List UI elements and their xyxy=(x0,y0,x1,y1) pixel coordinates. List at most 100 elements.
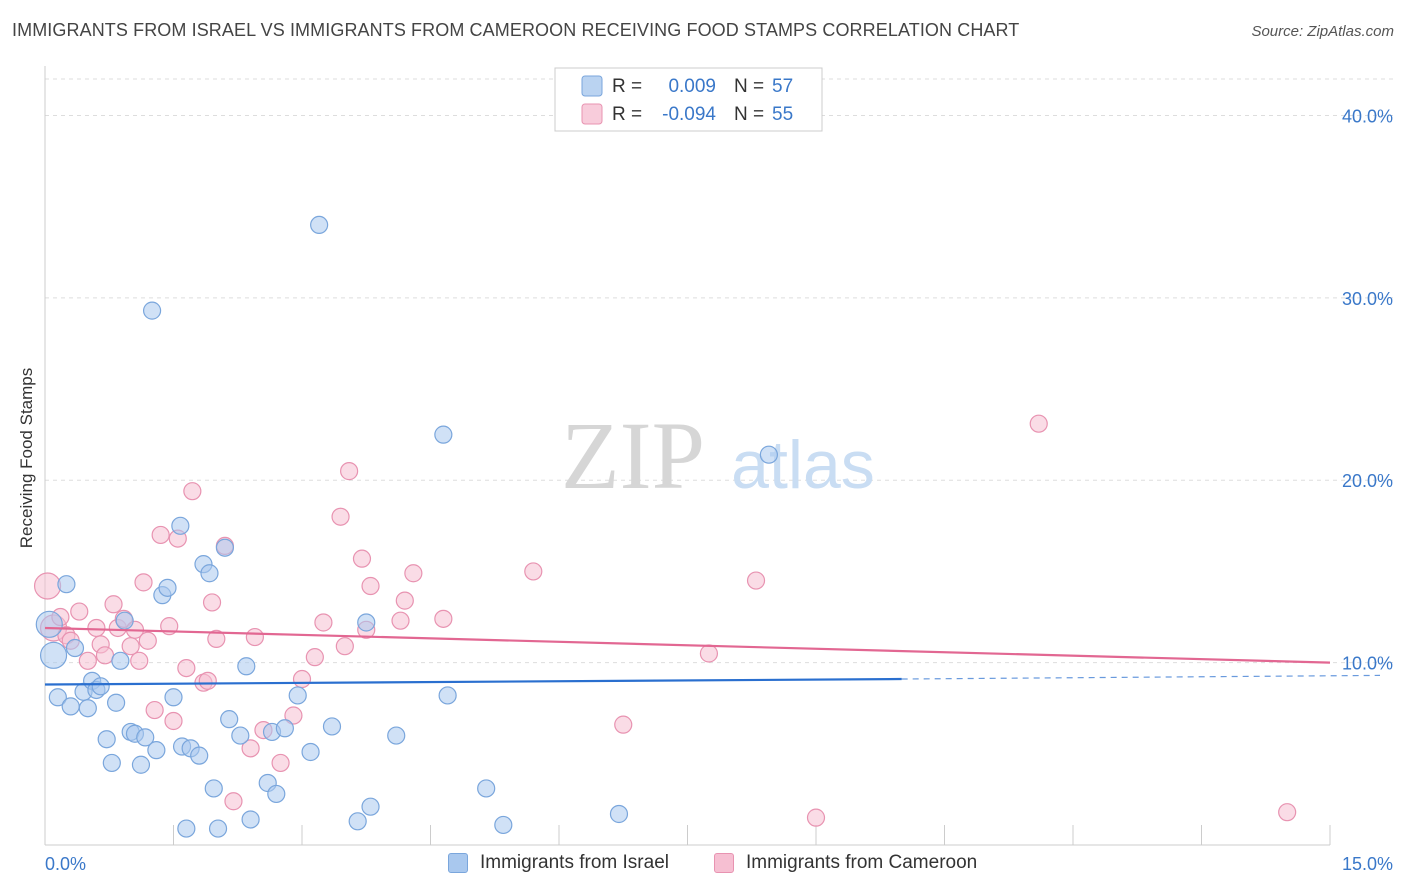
cameroon-point[interactable] xyxy=(806,808,826,827)
israel-point[interactable] xyxy=(387,726,406,745)
israel-point[interactable] xyxy=(147,741,166,760)
cameroon-point[interactable] xyxy=(183,482,202,501)
israel-trend-extension xyxy=(901,674,1381,680)
israel-point[interactable] xyxy=(102,753,121,773)
cameroon-point[interactable] xyxy=(292,669,312,689)
cameroon-point[interactable] xyxy=(224,792,243,811)
israel-point[interactable] xyxy=(177,819,196,838)
y-axis-label: Receiving Food Stamps xyxy=(17,368,36,548)
cameroon-point[interactable] xyxy=(305,648,324,667)
cameroon-point[interactable] xyxy=(177,658,196,678)
israel-point[interactable] xyxy=(301,742,320,762)
cameroon-point[interactable] xyxy=(284,706,303,725)
cameroon-point[interactable] xyxy=(130,651,149,670)
israel-point[interactable] xyxy=(48,688,67,707)
cameroon-point[interactable] xyxy=(134,573,153,592)
israel-point[interactable] xyxy=(208,819,228,838)
israel-point[interactable] xyxy=(215,538,234,557)
cameroon-point[interactable] xyxy=(361,576,380,596)
israel-point[interactable] xyxy=(131,755,151,774)
legend-swatch-cameroon-bottom xyxy=(714,853,734,873)
cameroon-point[interactable] xyxy=(404,564,423,583)
israel-point[interactable] xyxy=(200,564,219,583)
israel-point[interactable] xyxy=(115,611,134,630)
israel-point[interactable] xyxy=(61,697,80,716)
y-tick-label: 20.0% xyxy=(1342,471,1393,491)
israel-point[interactable] xyxy=(164,688,183,707)
israel-point[interactable] xyxy=(136,728,155,747)
cameroon-point[interactable] xyxy=(245,627,264,647)
cameroon-point[interactable] xyxy=(104,595,123,614)
cameroon-point[interactable] xyxy=(352,549,372,568)
israel-point[interactable] xyxy=(494,815,513,835)
cameroon-point[interactable] xyxy=(207,629,226,649)
legend-swatch-israel xyxy=(581,75,603,97)
israel-point[interactable] xyxy=(91,677,110,696)
israel-point[interactable] xyxy=(348,812,367,831)
cameroon-point[interactable] xyxy=(314,613,333,632)
israel-point[interactable] xyxy=(759,445,778,464)
israel-point[interactable] xyxy=(267,784,286,804)
legend-item-cameroon[interactable]: Immigrants from Cameroon xyxy=(714,852,977,874)
israel-point[interactable] xyxy=(275,719,294,738)
x-tick-label-min: 0.0% xyxy=(45,854,86,874)
israel-point[interactable] xyxy=(322,717,342,736)
israel-point[interactable] xyxy=(111,651,130,670)
israel-point[interactable] xyxy=(477,779,496,798)
cameroon-point[interactable] xyxy=(202,593,222,612)
cameroon-point[interactable] xyxy=(614,715,633,734)
israel-point[interactable] xyxy=(241,810,260,829)
cameroon-point[interactable] xyxy=(340,462,359,481)
israel-point[interactable] xyxy=(190,746,209,765)
cameroon-point[interactable] xyxy=(151,525,170,545)
cameroon-point[interactable] xyxy=(1278,803,1297,822)
cameroon-point[interactable] xyxy=(391,611,410,630)
israel-point[interactable] xyxy=(158,578,177,597)
cameroon-point[interactable] xyxy=(145,700,164,720)
israel-point[interactable] xyxy=(438,686,457,705)
israel-point[interactable] xyxy=(97,730,116,749)
cameroon-point[interactable] xyxy=(241,739,260,758)
legend-r-value-israel: 0.009 xyxy=(668,76,716,97)
cameroon-point[interactable] xyxy=(335,637,354,656)
chart-title: IMMIGRANTS FROM ISRAEL VS IMMIGRANTS FRO… xyxy=(12,20,1020,40)
cameroon-point[interactable] xyxy=(33,572,62,600)
legend-item-israel[interactable]: Immigrants from Israel xyxy=(448,852,669,874)
israel-point[interactable] xyxy=(310,215,329,235)
israel-point[interactable] xyxy=(39,641,68,669)
cameroon-point[interactable] xyxy=(395,591,414,610)
cameroon-point[interactable] xyxy=(331,507,350,526)
cameroon-point[interactable] xyxy=(1029,414,1048,433)
israel-point[interactable] xyxy=(65,638,85,658)
israel-point[interactable] xyxy=(357,613,376,632)
legend-n-label-cameroon: N = xyxy=(734,104,764,125)
israel-point[interactable] xyxy=(231,726,250,745)
israel-point[interactable] xyxy=(78,699,97,718)
israel-point[interactable] xyxy=(609,804,629,824)
cameroon-point[interactable] xyxy=(95,646,115,665)
cameroon-point[interactable] xyxy=(271,753,290,773)
israel-point[interactable] xyxy=(237,657,256,676)
cameroon-point[interactable] xyxy=(198,671,217,690)
cameroon-point[interactable] xyxy=(434,609,453,628)
israel-point[interactable] xyxy=(107,693,126,712)
israel-point[interactable] xyxy=(35,610,63,638)
israel-point[interactable] xyxy=(204,779,223,798)
israel-point[interactable] xyxy=(288,686,307,705)
cameroon-point[interactable] xyxy=(746,571,766,590)
israel-point[interactable] xyxy=(361,797,380,816)
israel-point[interactable] xyxy=(142,301,162,320)
cameroon-point[interactable] xyxy=(138,631,157,650)
cameroon-point[interactable] xyxy=(78,651,97,670)
israel-point[interactable] xyxy=(57,575,76,594)
cameroon-point[interactable] xyxy=(524,562,543,581)
israel-point[interactable] xyxy=(434,425,453,444)
series-israel-points xyxy=(35,215,778,838)
cameroon-point[interactable] xyxy=(70,602,89,621)
cameroon-point[interactable] xyxy=(164,711,183,731)
cameroon-point[interactable] xyxy=(699,644,719,663)
israel-point[interactable] xyxy=(171,516,190,535)
israel-point[interactable] xyxy=(220,710,239,729)
cameroon-point[interactable] xyxy=(87,618,106,638)
